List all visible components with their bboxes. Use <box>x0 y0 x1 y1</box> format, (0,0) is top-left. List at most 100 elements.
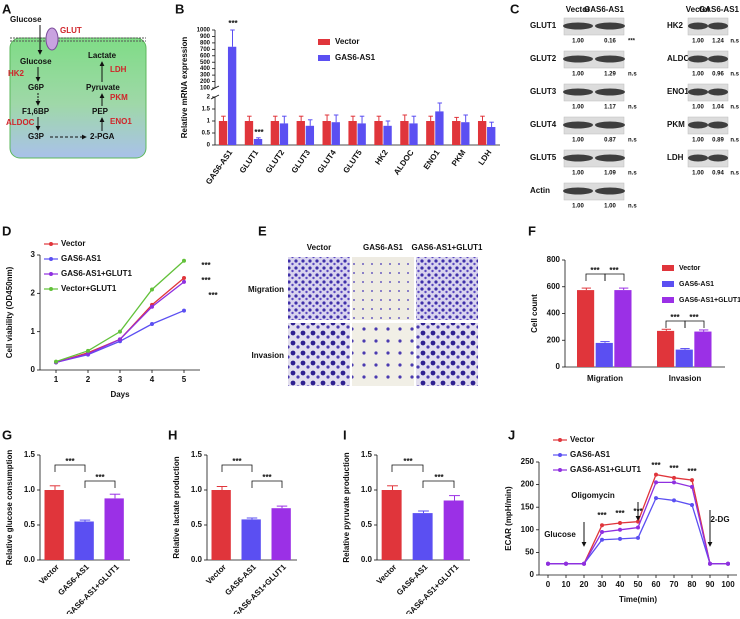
bar <box>426 121 435 145</box>
blot-label: LDH <box>667 153 684 162</box>
row-label: Migration <box>248 285 284 294</box>
bracket <box>391 464 424 472</box>
annotation: *** <box>201 276 211 285</box>
micrograph <box>416 323 478 386</box>
y-tick-label: 0.0 <box>361 555 373 564</box>
y-tick-label: 1.5 <box>361 450 373 459</box>
x-tick-label: LDH <box>477 148 494 167</box>
quantification: 1.00 <box>572 39 584 45</box>
x-tick-label: GAS6-AS1+GLUT1 <box>64 562 121 614</box>
band <box>595 22 625 30</box>
band <box>688 22 708 30</box>
panel-label: B <box>175 1 184 16</box>
x-tick-label: PKM <box>450 148 468 168</box>
x-tick-label: GAS6-AS1+GLUT1 <box>404 562 461 614</box>
y-tick-label: 1000 <box>197 28 211 34</box>
band <box>708 154 728 162</box>
y-tick-label: 900 <box>200 34 211 40</box>
transporter <box>45 27 59 51</box>
x-tick-label: 80 <box>688 580 697 589</box>
legend-label: GAS6-AS1 <box>570 450 611 459</box>
annotation: *** <box>590 266 600 275</box>
significance: n.s <box>628 105 637 111</box>
significance: n.s <box>730 39 739 45</box>
y-tick-label: 0.0 <box>24 555 36 564</box>
legend-label: GAS6-AS1 <box>61 254 102 263</box>
bar <box>227 46 237 145</box>
bracket <box>604 273 625 281</box>
x-tick-label: 10 <box>562 580 571 589</box>
annotation: Oligomycin <box>571 491 615 500</box>
y-tick-label: 50 <box>525 548 534 557</box>
significance: n.s <box>628 171 637 177</box>
bar <box>271 508 291 560</box>
bar <box>253 139 263 145</box>
panel-a: A Glucose GLUT Glucose HK2 G6P F1,6BP AL… <box>2 1 147 159</box>
band <box>688 55 708 63</box>
x-tick-label: 4 <box>150 375 155 384</box>
enzyme: LDH <box>110 65 127 74</box>
quantification: 1.04 <box>712 105 724 111</box>
legend-label: Vector <box>570 435 594 444</box>
x-tick-label: Vector <box>204 563 228 587</box>
y-tick-label: 800 <box>547 255 561 264</box>
annotation: 2-DG <box>710 515 729 524</box>
metabolite: Glucose <box>10 15 42 24</box>
row-label: Invasion <box>252 351 285 360</box>
point <box>118 329 122 334</box>
bar <box>296 121 305 145</box>
y-tick-label: 0.0 <box>191 555 203 564</box>
x-tick-label: GAS6-AS1 <box>204 148 235 186</box>
legend-label: GAS6-AS1+GLUT1 <box>570 465 641 474</box>
y-tick-label: 200 <box>200 79 211 85</box>
blot-label: GLUT4 <box>530 120 557 129</box>
y-tick-label: 0 <box>530 570 535 579</box>
x-tick-label: HK2 <box>373 148 390 167</box>
point <box>86 351 90 356</box>
point <box>150 322 154 326</box>
x-tick-label: Vector <box>375 563 399 587</box>
annotation: *** <box>687 467 697 476</box>
quantification: 0.16 <box>604 39 616 45</box>
bracket <box>84 480 116 488</box>
micrograph <box>352 257 414 320</box>
significance: n.s <box>628 204 637 210</box>
y-tick-label: 0 <box>556 362 561 371</box>
annotation: *** <box>201 261 211 270</box>
y-tick-label: 1.5 <box>202 107 211 113</box>
y-tick-label: 200 <box>521 480 535 489</box>
column-header: GAS6-AS1 <box>363 243 404 252</box>
band <box>688 88 708 96</box>
quantification: 1.29 <box>604 72 616 78</box>
y-tick-label: 3 <box>31 250 36 259</box>
panel-label: G <box>2 427 12 442</box>
point <box>672 480 676 485</box>
blot-label: GLUT2 <box>530 54 557 63</box>
panel-label: I <box>343 427 347 442</box>
quantification: 1.00 <box>604 204 616 210</box>
quantification: 1.00 <box>692 105 704 111</box>
point <box>618 527 622 532</box>
point <box>54 359 58 364</box>
panel-label: H <box>168 427 177 442</box>
y-tick-label: 300 <box>200 73 211 79</box>
point <box>654 472 658 477</box>
quantification: 1.00 <box>692 138 704 144</box>
legend-marker <box>49 242 53 246</box>
annotation: *** <box>609 266 619 275</box>
x-tick-label: 40 <box>616 580 625 589</box>
x-tick-label: 0 <box>546 580 551 589</box>
y-tick-label: 0.5 <box>24 520 36 529</box>
y-tick-label: 700 <box>200 47 211 53</box>
y-tick-label: 400 <box>547 309 561 318</box>
x-tick-label: ENO1 <box>422 148 442 171</box>
legend-swatch <box>318 39 330 45</box>
quantification: 1.00 <box>572 171 584 177</box>
legend-swatch <box>662 265 674 271</box>
legend-swatch <box>662 297 674 303</box>
point <box>708 561 712 566</box>
annotation: *** <box>651 461 661 470</box>
y-tick-label: 1.0 <box>24 485 36 494</box>
legend-marker <box>49 287 53 291</box>
annotation: *** <box>65 457 75 466</box>
